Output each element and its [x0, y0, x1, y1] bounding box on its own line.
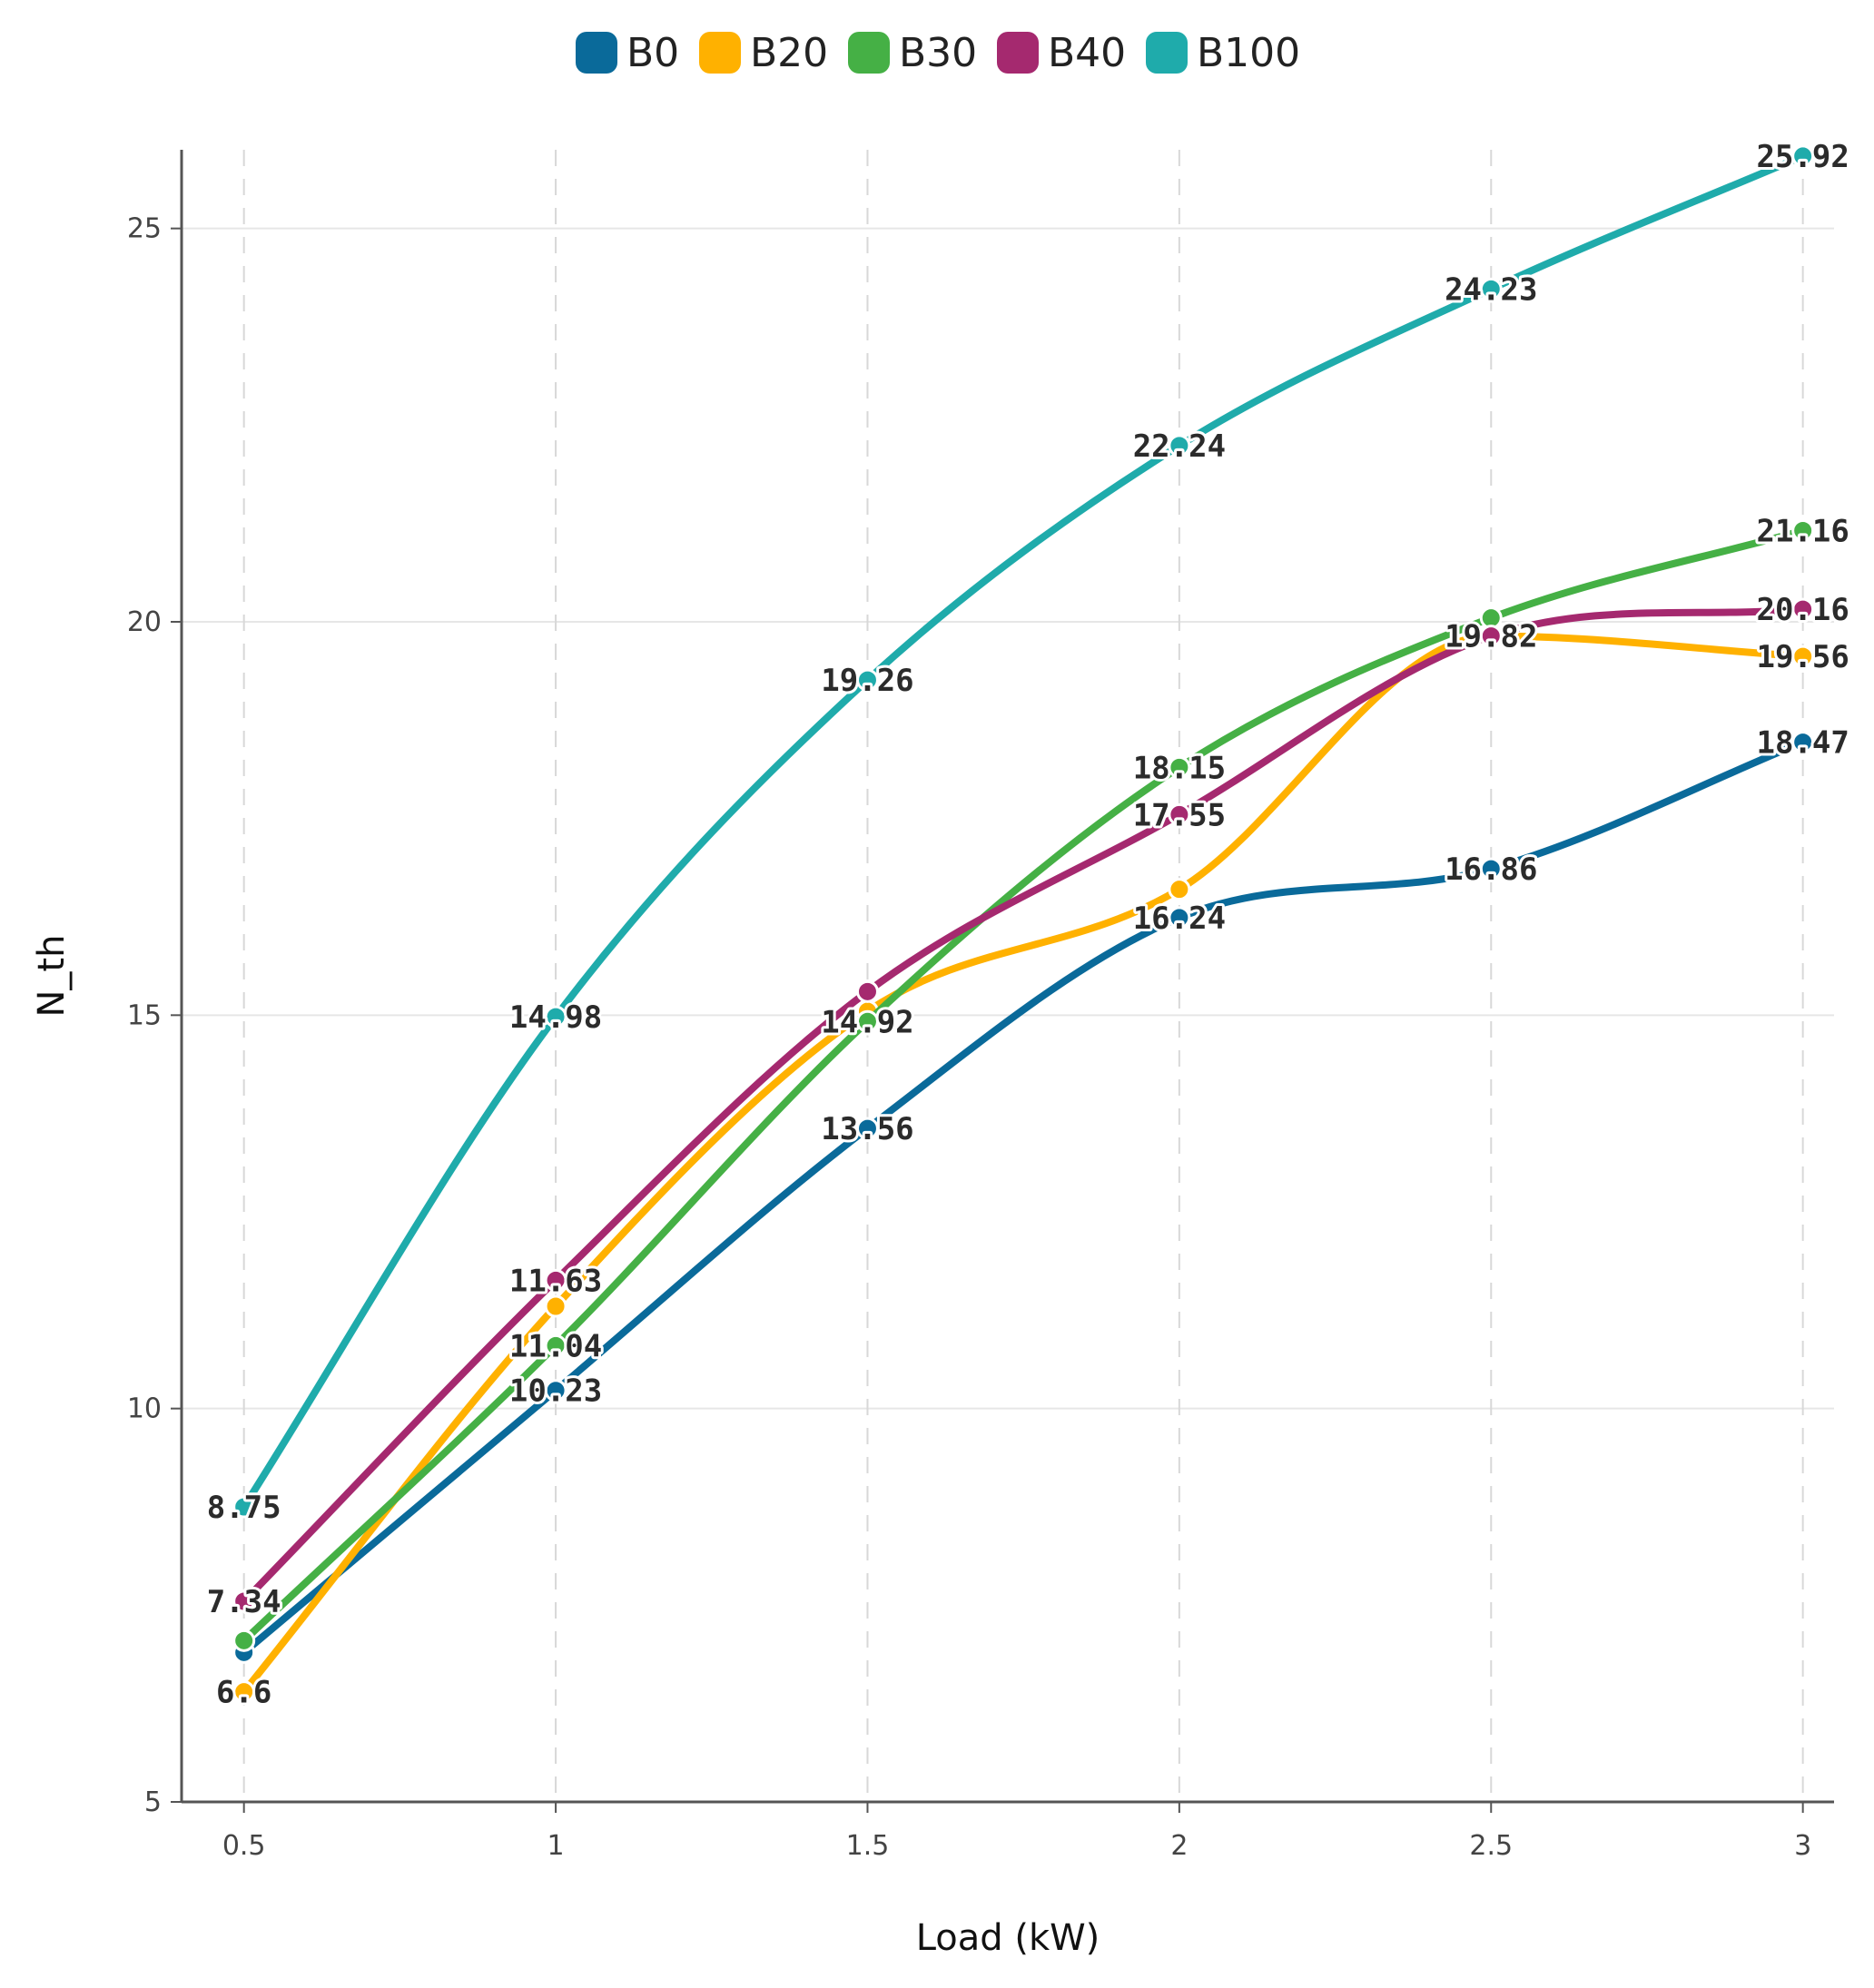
- data-point-b20: [1791, 645, 1815, 668]
- x-ticks: 0.5 1 1.5 2 2.5 3: [222, 1802, 1811, 1862]
- legend-label-b40: B40: [1048, 30, 1126, 76]
- x-tick-label: 2: [1170, 1830, 1188, 1862]
- y-tick-label: 25: [127, 213, 162, 245]
- data-label-b100: 24.23: [1445, 271, 1537, 308]
- data-point-b40: [1168, 802, 1191, 826]
- data-label-b0: 10.23: [509, 1373, 602, 1410]
- data-point-b0: [544, 1379, 567, 1402]
- y-ticks: 5 10 15 20 25: [127, 213, 182, 1818]
- data-label-b30: 18.15: [1133, 750, 1226, 786]
- series-line-b100: [240, 152, 1807, 1511]
- data-point-b0: [855, 1117, 879, 1140]
- y-axis-title: N_th: [31, 935, 73, 1018]
- legend-swatch-b40: [997, 32, 1039, 74]
- x-tick-label: 1: [547, 1830, 565, 1862]
- data-point-b100: [1168, 434, 1191, 458]
- series-line-b20: [240, 632, 1807, 1696]
- y-tick-label: 5: [144, 1786, 162, 1818]
- data-label-b0: 16.86: [1445, 851, 1537, 888]
- data-label-b40: 20.16: [1756, 592, 1849, 628]
- data-label-b100: 25.92: [1756, 139, 1849, 175]
- data-label-b100: 14.98: [509, 999, 602, 1036]
- data-label-b100: 19.26: [821, 663, 913, 699]
- data-point-b0: [1791, 731, 1815, 754]
- data-labels: 10.23 13.56 16.24 16.86 18.47 6.6 19.56 11.04 14…: [204, 136, 1852, 1714]
- data-point-b20: [1168, 878, 1191, 901]
- legend-swatch-b0: [576, 32, 617, 74]
- data-label-b40: 19.82: [1445, 619, 1537, 655]
- legend: B0 B20 B30 B40 B100: [576, 30, 1300, 76]
- axes: [180, 150, 1834, 1804]
- legend-label-b20: B20: [750, 30, 828, 76]
- data-label-b40: 17.55: [1133, 797, 1226, 833]
- x-tick-label: 2.5: [1469, 1830, 1513, 1862]
- data-point-b40: [855, 979, 879, 1003]
- legend-label-b100: B100: [1197, 30, 1300, 76]
- data-label-b30: 21.16: [1756, 513, 1849, 549]
- data-point-b100: [855, 668, 879, 692]
- data-label-b0: 18.47: [1756, 725, 1849, 762]
- data-label-b20: 19.56: [1756, 639, 1849, 675]
- data-point-b0: [1168, 906, 1191, 930]
- x-tick-label: 0.5: [222, 1830, 266, 1862]
- data-label-b0: 13.56: [821, 1111, 913, 1147]
- data-label-b0: 16.24: [1133, 901, 1226, 937]
- data-point-b30: [544, 1334, 567, 1357]
- legend-label-b30: B30: [899, 30, 977, 76]
- data-point-b40: [232, 1589, 256, 1613]
- data-label-b20: 6.6: [216, 1675, 271, 1711]
- data-point-b30: [232, 1629, 256, 1652]
- legend-label-b0: B0: [626, 30, 679, 76]
- data-label-b100: 8.75: [207, 1490, 281, 1526]
- x-tick-label: 1.5: [846, 1830, 890, 1862]
- data-label-b30: 14.92: [821, 1004, 913, 1040]
- legend-swatch-b100: [1146, 32, 1188, 74]
- data-point-b30: [1791, 518, 1815, 542]
- y-tick-label: 20: [127, 606, 162, 638]
- series-line-b30: [240, 527, 1807, 1645]
- data-point-b20: [232, 1680, 256, 1704]
- data-point-b100: [232, 1495, 256, 1519]
- data-point-b40: [544, 1268, 567, 1292]
- data-point-b40: [1791, 597, 1815, 621]
- data-point-b20: [544, 1294, 567, 1318]
- legend-swatch-b30: [848, 32, 890, 74]
- grid: [182, 150, 1834, 1802]
- data-label-b40: 11.63: [509, 1263, 602, 1299]
- x-axis-title: Load (kW): [916, 1917, 1100, 1959]
- series-group: [232, 144, 1815, 1704]
- y-tick-label: 10: [127, 1393, 162, 1425]
- data-point-b40: [1479, 625, 1503, 648]
- data-point-b30: [855, 1009, 879, 1033]
- data-point-b30: [1168, 755, 1191, 779]
- data-label-b30: 11.04: [509, 1328, 602, 1364]
- series-line-b40: [240, 605, 1807, 1605]
- data-point-b100: [544, 1005, 567, 1028]
- y-tick-label: 15: [127, 999, 162, 1031]
- data-label-b40: 7.34: [207, 1584, 281, 1620]
- series-line-b0: [240, 738, 1807, 1657]
- x-tick-label: 3: [1794, 1830, 1811, 1862]
- data-label-b100: 22.24: [1133, 428, 1226, 465]
- data-point-b100: [1479, 277, 1503, 300]
- data-point-b0: [1479, 857, 1503, 881]
- legend-swatch-b20: [699, 32, 741, 74]
- data-point-b100: [1791, 144, 1815, 168]
